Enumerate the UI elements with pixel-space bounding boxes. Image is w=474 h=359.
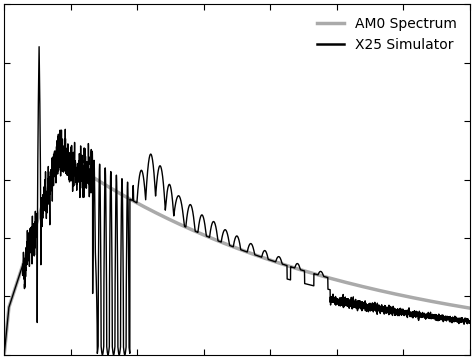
Legend: AM0 Spectrum, X25 Simulator: AM0 Spectrum, X25 Simulator bbox=[311, 11, 463, 57]
